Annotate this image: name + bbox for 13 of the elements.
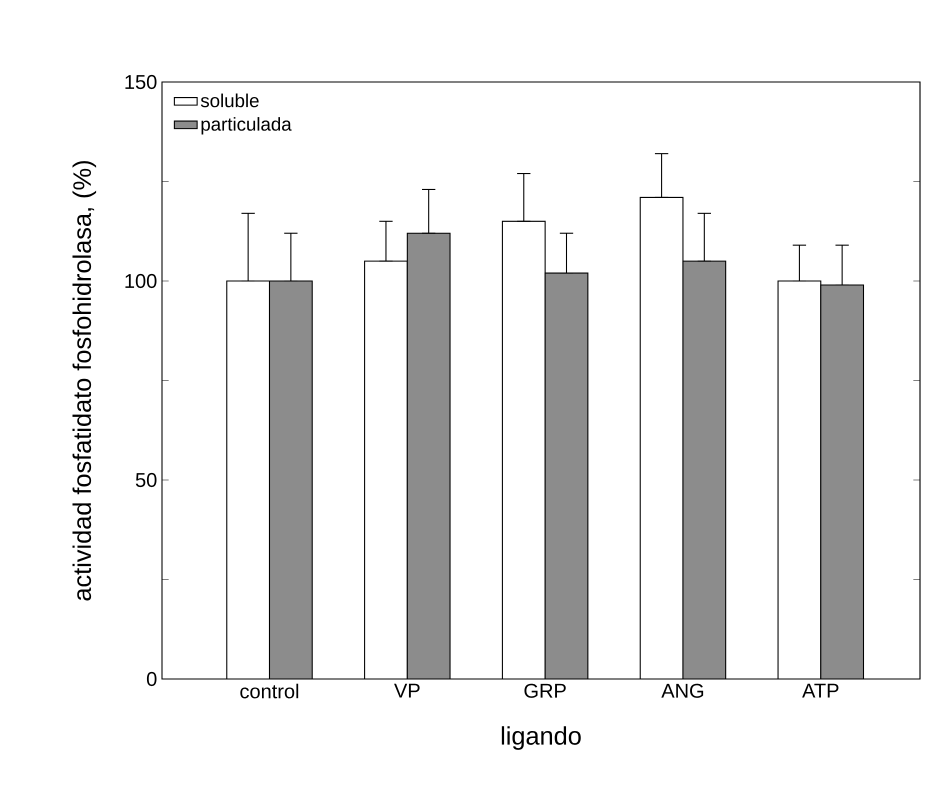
x-tick-label: VP: [394, 684, 420, 698]
y-tick-label: 0: [146, 672, 156, 686]
y-tick-label: 100: [125, 274, 156, 288]
legend-label: soluble: [200, 94, 259, 108]
y-tick-label: 150: [125, 74, 156, 90]
x-tick-label: control: [240, 684, 298, 698]
y-axis-title: actividad fosfatidato fosfohidrolasa, (%): [72, 161, 96, 601]
x-axis-title: ligando: [502, 726, 581, 750]
legend-label: particulada: [202, 117, 292, 134]
x-tick-label: GRP: [524, 684, 566, 698]
x-tick-label: ATP: [802, 684, 838, 698]
x-tick-label: ANG: [661, 684, 704, 698]
y-tick-label: 50: [136, 472, 156, 488]
